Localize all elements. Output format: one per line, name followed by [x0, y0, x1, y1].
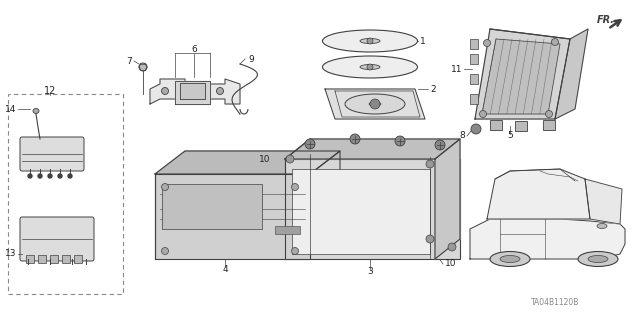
Ellipse shape [323, 56, 417, 78]
Text: 14: 14 [4, 105, 16, 114]
Polygon shape [155, 151, 340, 174]
Text: 10: 10 [259, 154, 270, 164]
Bar [515, 121, 527, 131]
Circle shape [139, 63, 147, 71]
Polygon shape [555, 29, 588, 119]
Circle shape [216, 87, 223, 94]
Bar [285, 159, 460, 259]
Bar [8, 94, 123, 294]
Polygon shape [482, 39, 560, 114]
Circle shape [48, 174, 52, 178]
Circle shape [448, 243, 456, 251]
Ellipse shape [490, 251, 530, 266]
Bar [543, 120, 555, 130]
Text: 3: 3 [367, 266, 373, 276]
Text: 2: 2 [430, 85, 436, 93]
Polygon shape [175, 81, 210, 104]
Text: FR.: FR. [597, 15, 615, 25]
Circle shape [291, 183, 298, 190]
Circle shape [38, 174, 42, 178]
Bar [490, 120, 502, 130]
Circle shape [370, 99, 380, 109]
Circle shape [435, 140, 445, 150]
Circle shape [479, 110, 486, 117]
Bar [470, 54, 478, 64]
Circle shape [471, 124, 481, 134]
Polygon shape [475, 29, 570, 119]
Polygon shape [470, 219, 625, 259]
Text: TA04B1120B: TA04B1120B [531, 298, 579, 307]
Bar [162, 184, 262, 229]
Polygon shape [180, 83, 205, 99]
Ellipse shape [323, 30, 417, 52]
Ellipse shape [345, 94, 405, 114]
Bar [38, 255, 46, 263]
Circle shape [545, 110, 552, 117]
Circle shape [58, 174, 62, 178]
Bar [155, 174, 310, 259]
Circle shape [161, 183, 168, 190]
Text: 1: 1 [420, 36, 426, 46]
Polygon shape [487, 169, 590, 219]
Bar [292, 169, 430, 254]
Bar [470, 74, 478, 84]
Circle shape [161, 248, 168, 255]
Bar [470, 39, 478, 49]
Ellipse shape [33, 108, 39, 114]
Circle shape [367, 38, 373, 44]
Text: 6: 6 [191, 44, 197, 54]
Circle shape [291, 248, 298, 255]
FancyBboxPatch shape [20, 217, 94, 261]
Ellipse shape [500, 256, 520, 263]
Circle shape [552, 39, 559, 46]
Text: 12: 12 [44, 86, 56, 96]
Bar [50, 255, 58, 263]
Bar [275, 226, 300, 234]
Circle shape [305, 139, 315, 149]
FancyBboxPatch shape [20, 137, 84, 171]
Polygon shape [285, 139, 460, 159]
Ellipse shape [597, 224, 607, 228]
Circle shape [367, 64, 373, 70]
Bar [470, 94, 478, 104]
Text: 11: 11 [451, 64, 462, 73]
Bar [62, 255, 70, 263]
Circle shape [350, 134, 360, 144]
Ellipse shape [360, 39, 380, 43]
Ellipse shape [369, 102, 381, 106]
Circle shape [395, 136, 405, 146]
Circle shape [286, 155, 294, 163]
Polygon shape [585, 179, 622, 224]
Polygon shape [150, 79, 240, 104]
Circle shape [28, 174, 32, 178]
Circle shape [161, 87, 168, 94]
Text: 10: 10 [445, 259, 456, 269]
Circle shape [483, 40, 490, 47]
Ellipse shape [578, 251, 618, 266]
Text: 8: 8 [460, 131, 465, 140]
Text: 13: 13 [4, 249, 16, 258]
Ellipse shape [360, 64, 380, 70]
Text: 7: 7 [126, 56, 132, 65]
Circle shape [426, 160, 434, 168]
Bar [74, 255, 82, 263]
Ellipse shape [588, 256, 608, 263]
Text: 5: 5 [507, 131, 513, 140]
Bar [26, 255, 34, 263]
Polygon shape [435, 139, 460, 259]
Text: 9: 9 [248, 55, 253, 63]
Polygon shape [310, 151, 340, 199]
Polygon shape [325, 89, 425, 119]
Text: 4: 4 [222, 264, 228, 273]
Circle shape [426, 235, 434, 243]
Circle shape [68, 174, 72, 178]
